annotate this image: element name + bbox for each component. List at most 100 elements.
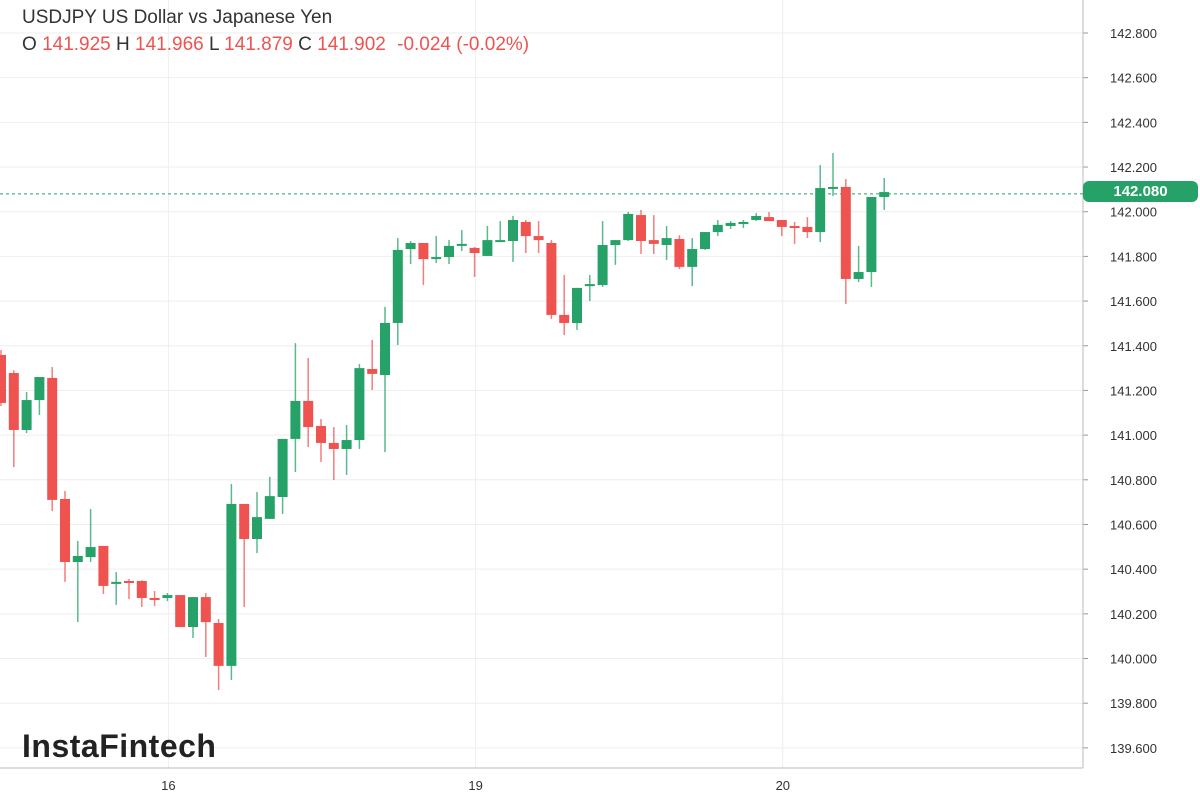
low-label: L (209, 34, 219, 55)
candle-body-down (0, 354, 6, 403)
y-tick-label: 141.600 (1110, 294, 1157, 309)
candle-body-up (879, 192, 890, 197)
candle-body-up (252, 517, 262, 540)
candle-body-up (380, 322, 390, 376)
candle-body-up (866, 196, 877, 273)
candle-body-up (584, 284, 595, 287)
candle-body-down (648, 240, 659, 244)
candle-body-down (469, 247, 480, 254)
candle-body-up (725, 222, 736, 227)
candle-body-up (162, 595, 173, 598)
candle-body-down (764, 217, 774, 222)
candle-body-down (213, 622, 224, 666)
candle-body-up (828, 186, 838, 189)
x-tick-label: 20 (776, 778, 790, 793)
candle-body-up (354, 368, 365, 441)
y-tick-label: 139.800 (1110, 696, 1157, 711)
candle-body-up (495, 240, 506, 243)
candle-body-up (444, 245, 454, 258)
candle-body-down (98, 545, 109, 586)
y-tick-label: 142.200 (1110, 160, 1157, 175)
candle-body-down (8, 373, 19, 430)
y-tick-label: 140.400 (1110, 562, 1157, 577)
candle-body-up (482, 240, 493, 256)
y-tick-label: 142.000 (1110, 205, 1157, 220)
candle-body-up (431, 257, 442, 260)
candle-body-up (72, 555, 83, 563)
candle-body-up (290, 400, 301, 439)
candle-body-down (840, 186, 851, 279)
candle-body-up (597, 245, 608, 285)
candle-body-down (418, 242, 429, 260)
low-value: 141.879 (224, 34, 293, 55)
y-tick-label: 140.600 (1110, 517, 1157, 532)
candle-body-up (508, 219, 518, 241)
candle-body-up (738, 221, 749, 225)
candle-body-up (188, 597, 198, 628)
candle-body-down (533, 236, 544, 241)
candle-body-up (610, 240, 621, 246)
candle-body-down (328, 442, 339, 449)
candle-body-up (661, 238, 672, 246)
candle-body-down (559, 314, 570, 323)
x-tick-label: 16 (161, 778, 175, 793)
y-tick-label: 139.600 (1110, 741, 1157, 756)
y-tick-label: 142.600 (1110, 71, 1157, 86)
candle-body-up (712, 224, 723, 233)
y-tick-label: 142.400 (1110, 115, 1157, 130)
candle-body-down (136, 581, 147, 598)
candle-body-down (789, 226, 800, 229)
last-price-label: 142.080 (1083, 181, 1198, 202)
candle-body-down (175, 595, 186, 628)
close-value: 141.902 (317, 34, 386, 55)
candle-body-up (405, 242, 416, 250)
candle-body-down (124, 581, 134, 584)
y-tick-label: 141.000 (1110, 428, 1157, 443)
open-label: O (22, 34, 37, 55)
candle-body-down (546, 242, 557, 315)
candle-body-up (392, 249, 403, 323)
candle-body-up (623, 213, 634, 241)
candle-body-down (200, 597, 211, 623)
candle-body-up (34, 377, 45, 401)
candle-body-down (316, 425, 326, 443)
candle-body-up (264, 496, 275, 519)
high-label: H (116, 34, 130, 55)
high-value: 141.966 (135, 34, 204, 55)
candle-body-down (636, 215, 646, 241)
change-value: -0.024 (-0.02%) (397, 34, 530, 55)
y-tick-label: 141.400 (1110, 339, 1157, 354)
y-tick-label: 141.200 (1110, 383, 1157, 398)
candle-body-down (60, 499, 70, 563)
candle-body-up (853, 272, 864, 279)
y-tick-label: 140.000 (1110, 652, 1157, 667)
candle-body-up (226, 503, 237, 666)
candle-body-down (520, 221, 531, 237)
candle-body-down (239, 503, 250, 540)
candle-body-up (341, 440, 352, 449)
candle-body-up (111, 581, 122, 584)
candle-body-up (700, 232, 710, 250)
candle-body-up (85, 547, 96, 558)
x-tick-label: 19 (468, 778, 482, 793)
candle-body-down (149, 597, 160, 600)
candle-body-down (802, 226, 813, 233)
open-value: 141.925 (42, 34, 111, 55)
candle-body-down (303, 400, 314, 428)
y-tick-label: 140.200 (1110, 607, 1157, 622)
candle-body-up (751, 215, 762, 220)
candle-body-down (367, 368, 378, 374)
close-label: C (298, 34, 312, 55)
ohlc-readout: O 141.925 H 141.966 L 141.879 C 141.902 … (22, 34, 529, 56)
y-tick-label: 140.800 (1110, 473, 1157, 488)
candle-body-down (47, 377, 58, 500)
candle-body-up (815, 188, 826, 233)
candle-body-up (456, 243, 467, 246)
watermark-logo: InstaFintech (22, 728, 217, 764)
candle-body-up (21, 400, 32, 430)
candle-body-down (776, 219, 787, 227)
candle-body-up (687, 249, 698, 267)
candle-body-down (674, 238, 685, 267)
y-tick-label: 141.800 (1110, 249, 1157, 264)
